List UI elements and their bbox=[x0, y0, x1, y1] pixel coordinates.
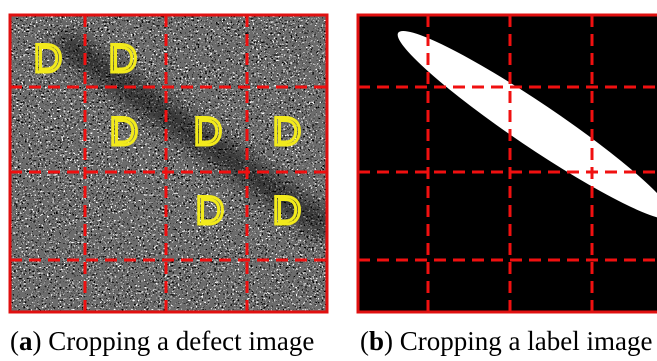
caption-part: ) Cropping a label image bbox=[384, 326, 652, 356]
caption-label: b bbox=[369, 326, 384, 356]
defect-marker: D bbox=[273, 110, 302, 154]
caption-b: (b) Cropping a label image bbox=[360, 326, 652, 356]
caption-label: a bbox=[19, 326, 33, 356]
figure: DDDDDDD (a) Cropping a defect image (b) … bbox=[0, 0, 657, 361]
caption-part: ( bbox=[360, 326, 369, 356]
panel-b bbox=[358, 14, 657, 312]
caption-part: ( bbox=[10, 326, 19, 356]
defect-marker: D bbox=[110, 110, 139, 154]
defect-marker: D bbox=[109, 37, 138, 81]
defect-marker: D bbox=[34, 37, 63, 81]
caption-part: ) Cropping a defect image bbox=[33, 326, 315, 356]
defect-marker: D bbox=[194, 110, 223, 154]
caption-a: (a) Cropping a defect image bbox=[10, 326, 314, 356]
defect-marker: D bbox=[273, 189, 302, 233]
defect-marker: D bbox=[196, 189, 225, 233]
